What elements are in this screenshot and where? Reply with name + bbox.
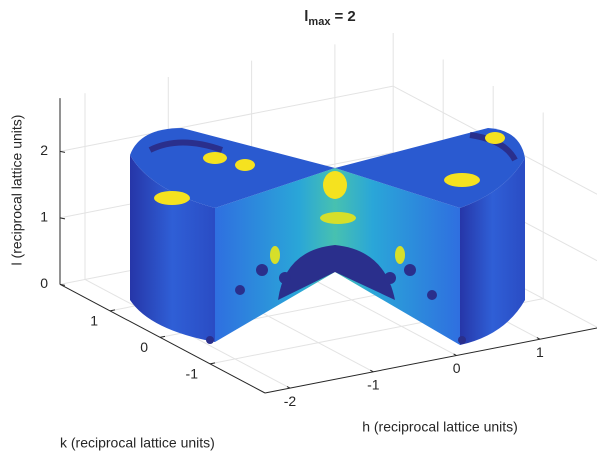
x-tick (370, 370, 373, 372)
hotspot (323, 171, 347, 199)
y-tick (160, 336, 165, 337)
hotspot (444, 173, 480, 187)
z-tick-label: 2 (40, 142, 48, 158)
z-tick-label: 1 (40, 209, 48, 225)
z-tick (60, 218, 65, 219)
hotspot (320, 212, 356, 224)
y-tick (210, 363, 215, 364)
x-tick-label: -2 (284, 393, 297, 409)
hotspot (485, 132, 505, 144)
hotspot (395, 246, 405, 264)
hotspot (203, 152, 227, 164)
x-tick-label: 1 (536, 344, 544, 360)
spot (458, 336, 466, 344)
y-axis-label: k (reciprocal lattice units) (60, 435, 215, 451)
spot (404, 264, 416, 276)
chart-title-group: lmax= 2 (304, 8, 355, 28)
hotspot (235, 159, 255, 171)
spot (427, 290, 437, 300)
z-tick (60, 151, 65, 152)
x-axis-line (265, 328, 597, 393)
spot (235, 285, 245, 295)
x-axis-label: h (reciprocal lattice units) (362, 419, 518, 435)
spot (256, 264, 268, 276)
x-tick (287, 387, 290, 389)
x-tick-label: -1 (367, 377, 380, 393)
hotspot (154, 191, 190, 205)
chart: lmax= 2 (0, 0, 597, 459)
spot (279, 272, 291, 284)
y-tick-label: 1 (90, 313, 98, 329)
spot (384, 272, 396, 284)
chart-title-suffix: = 2 (334, 8, 355, 25)
y-tick (110, 310, 115, 311)
z-axis-label: l (reciprocal lattice units) (9, 115, 25, 266)
volume-rendering (130, 128, 525, 345)
hotspot (270, 246, 280, 264)
y-tick-label: 0 (140, 339, 148, 355)
x-tick-label: 0 (453, 360, 461, 376)
y-tick-label: -1 (186, 366, 199, 382)
x-tick (537, 338, 540, 340)
chart-title-subscript: max (308, 16, 331, 28)
x-tick (454, 354, 457, 356)
z-tick-label: 0 (40, 275, 48, 291)
spot (206, 336, 214, 344)
